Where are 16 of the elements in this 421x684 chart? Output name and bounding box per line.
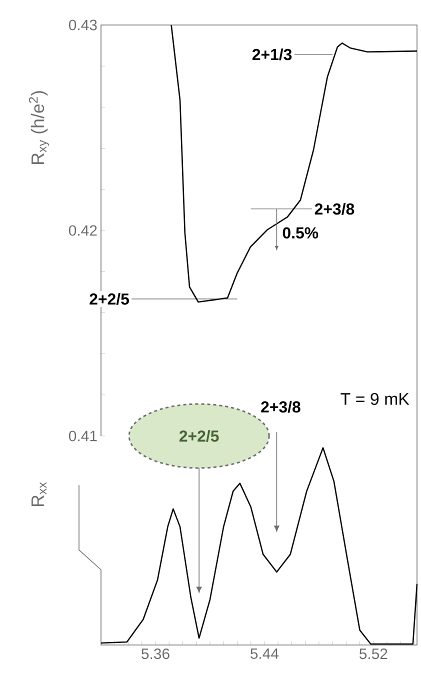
y-tick-label: 0.41 [68,430,97,442]
annotation: 2+2/5 [90,292,129,305]
annotation: 2+3/8 [261,400,300,413]
y-tick-label: 0.43 [68,20,97,30]
annotation: 2+2/5 [179,430,219,442]
annotation: T = 9 mK [340,392,410,405]
y-axis-title: R$_{xx}$ [32,482,46,506]
y-axis-title: R$_{xy}$ (h/e$^{2}$) [28,91,50,164]
annotation: 0.5% [282,227,318,239]
x-tick-label: 5.44 [250,648,279,659]
x-tick-label: 5.52 [359,648,388,660]
annotation: 2+3/8 [314,202,354,215]
y-tick-label: 0.42 [68,225,97,236]
line-series [170,24,418,303]
annotation: 2+1/3 [252,48,292,60]
x-tick-label: 5.36 [142,648,170,660]
